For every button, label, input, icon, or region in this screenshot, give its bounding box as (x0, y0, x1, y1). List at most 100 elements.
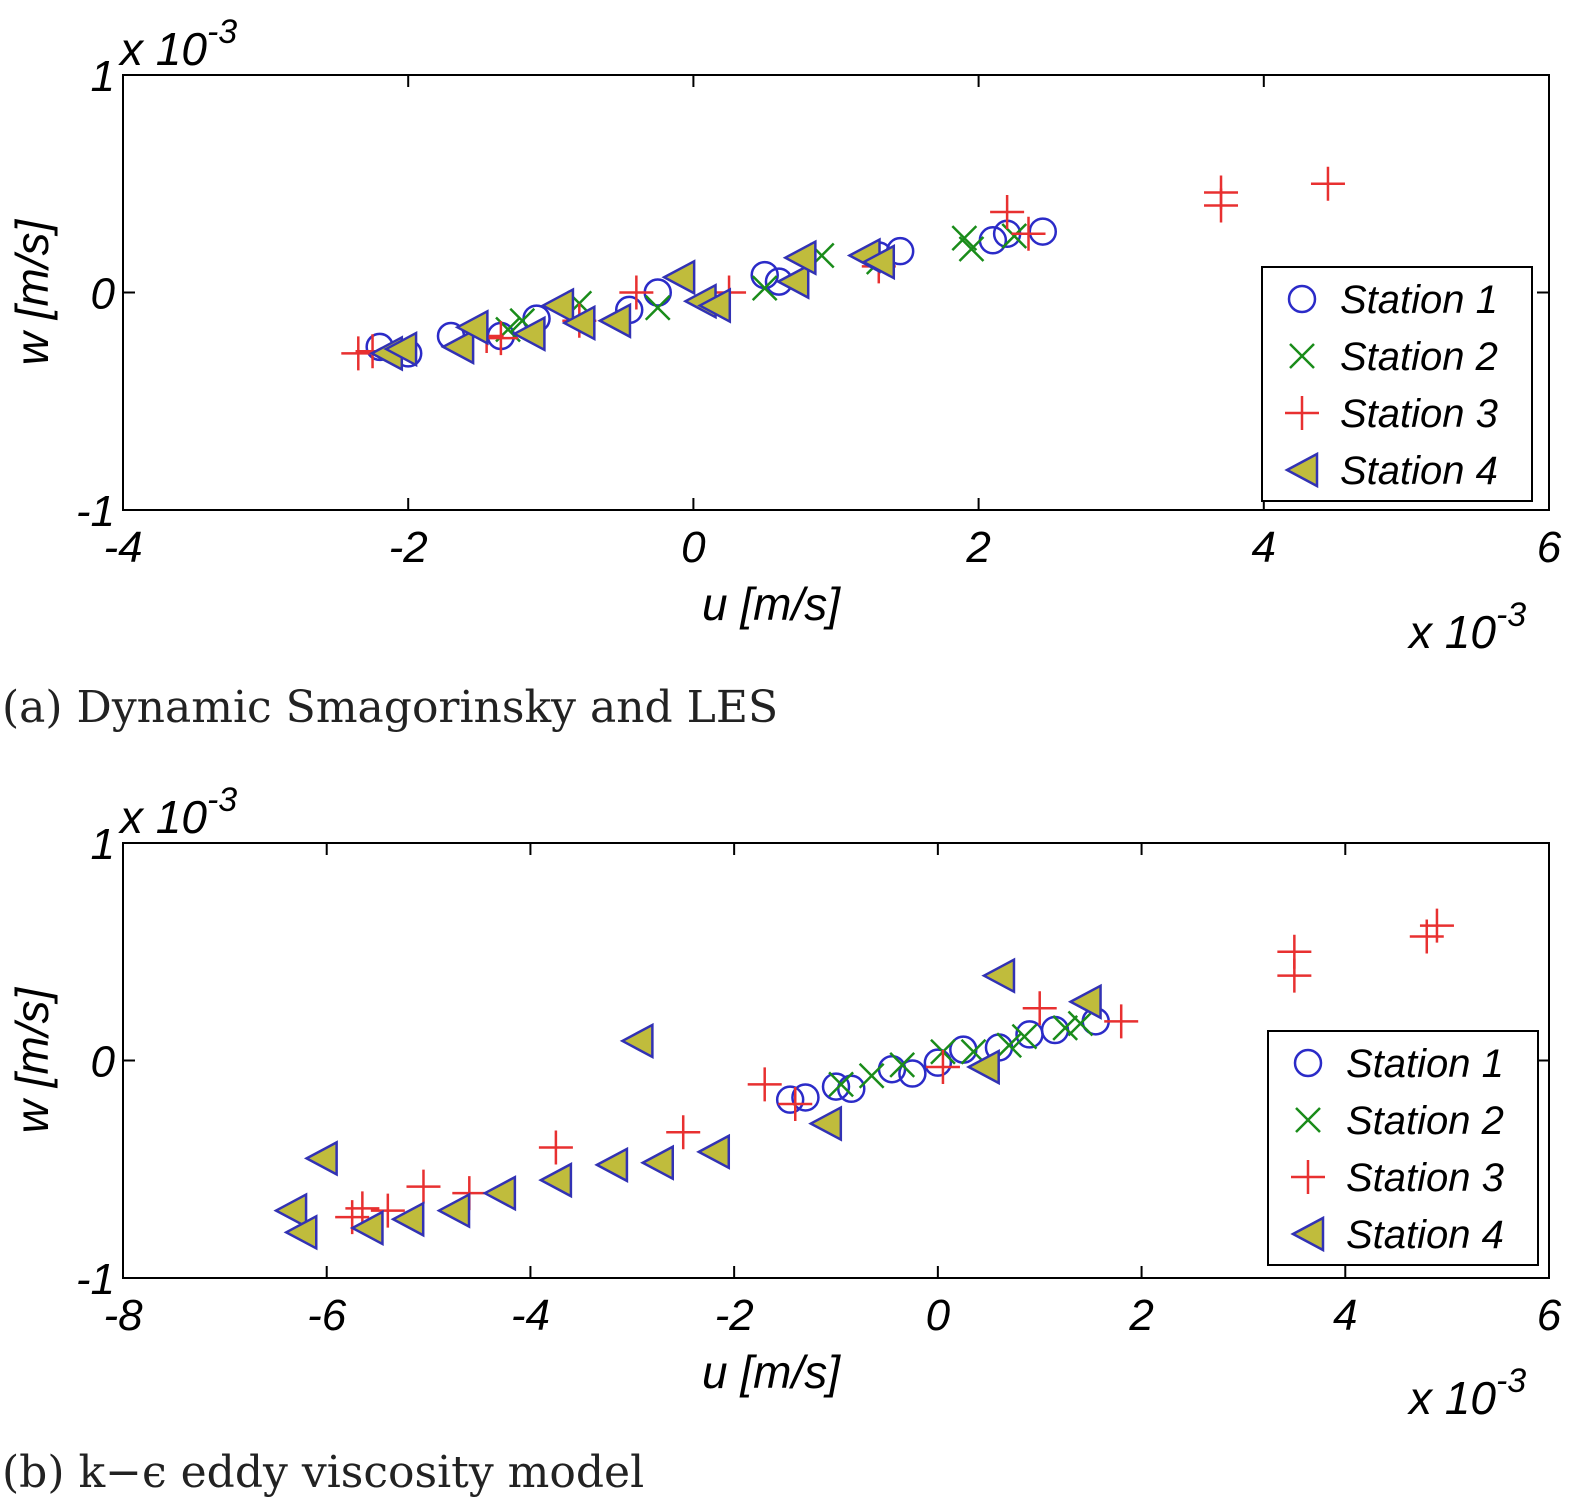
data-point (1277, 958, 1312, 993)
y-multiplier: x 10-3 (118, 13, 237, 75)
x-tick-label: 4 (1333, 1291, 1357, 1340)
x-tick-label: 6 (1537, 1291, 1562, 1340)
data-point (1011, 1023, 1038, 1050)
x-multiplier: x 10-3 (1407, 596, 1526, 658)
data-point (390, 1201, 425, 1238)
data-point (345, 1191, 380, 1226)
data-point (1028, 217, 1058, 246)
data-point (406, 1169, 441, 1204)
data-point (1052, 1014, 1079, 1041)
x-tick-label: 0 (681, 523, 706, 572)
y-tick-label: 1 (91, 820, 115, 869)
caption: (a) Dynamic Smagorinsky and LES (2, 682, 778, 733)
data-point (791, 1083, 820, 1112)
data-point (561, 304, 596, 342)
x-tick-label: 4 (1252, 523, 1276, 572)
series-station-4 (369, 237, 896, 372)
y-axis-label: w [m/s] (6, 986, 58, 1133)
data-point (990, 195, 1025, 230)
data-point (808, 1105, 843, 1142)
data-point (1022, 991, 1057, 1026)
data-point (898, 1059, 927, 1088)
x-tick-label: -8 (103, 1291, 143, 1340)
legend-marker (1285, 396, 1319, 430)
x-tick-label: -6 (307, 1291, 347, 1340)
data-point (283, 1214, 318, 1251)
y-tick-label: 0 (91, 270, 116, 319)
x-tick-label: -2 (389, 523, 428, 572)
legend-label: Station 3 (1340, 392, 1498, 436)
data-point (661, 259, 696, 296)
data-point (775, 263, 810, 300)
data-point (1310, 166, 1345, 201)
data-point (747, 1067, 782, 1102)
legend-marker (1287, 284, 1317, 314)
y-axis-label: w [m/s] (6, 218, 58, 365)
data-point (828, 1071, 854, 1098)
y-multiplier: x 10-3 (118, 781, 237, 843)
y-tick-label: -1 (76, 1255, 115, 1304)
data-point (273, 1192, 308, 1229)
data-point (370, 1193, 405, 1228)
x-tick-label: 0 (926, 1291, 951, 1340)
data-point (436, 1192, 471, 1229)
data-point (966, 1048, 1000, 1086)
data-point (454, 309, 489, 346)
data-point (697, 287, 732, 324)
data-point (640, 1144, 674, 1181)
legend-label: Station 3 (1346, 1156, 1504, 1200)
data-point (951, 225, 978, 252)
x-axis-label: u [m/s] (702, 1346, 841, 1398)
x-tick-label: 6 (1537, 523, 1562, 572)
series-station-4 (273, 957, 1102, 1251)
data-point (540, 287, 575, 324)
legend-label: Station 4 (1346, 1213, 1504, 1257)
data-point (483, 321, 518, 356)
x-multiplier: x 10-3 (1407, 1362, 1526, 1424)
data-point (619, 275, 654, 310)
data-point (923, 1048, 953, 1077)
data-point (1419, 908, 1454, 943)
data-point (482, 1175, 517, 1212)
data-point (821, 1072, 851, 1101)
chart-1: -4 -2 0 2 4 6 -1 0 1 u [m/s] w [m/s] x 10-3 x 10-3 St… (2, 13, 1562, 733)
legend-marker (1293, 1048, 1323, 1078)
data-point (861, 243, 896, 281)
x-tick-label: 2 (1128, 1291, 1153, 1340)
legend-label: Station 1 (1340, 278, 1498, 322)
data-point (1204, 188, 1239, 223)
legend-marker (1284, 451, 1319, 489)
data-point (775, 1085, 805, 1114)
y-tick-label: 1 (91, 52, 115, 101)
legend-marker (1290, 1215, 1325, 1253)
data-point (778, 1087, 813, 1121)
legend-box (1261, 266, 1533, 502)
data-point (440, 328, 475, 365)
data-point (597, 302, 632, 339)
data-point (751, 275, 778, 302)
data-point (538, 1162, 573, 1199)
data-point (619, 1022, 654, 1060)
data-point (696, 1133, 731, 1170)
legend-marker (1291, 1160, 1325, 1194)
data-point (666, 1115, 701, 1150)
legend-marker (1289, 343, 1315, 369)
data-point (538, 1130, 573, 1165)
caption: (b) k−ϵ eddy viscosity model (2, 1447, 644, 1498)
data-point (925, 1050, 960, 1085)
data-point (889, 1051, 916, 1078)
legend-label: Station 2 (1346, 1099, 1504, 1143)
data-point (594, 1146, 629, 1183)
data-point (349, 1209, 384, 1247)
legend-marker (1295, 1107, 1321, 1133)
x-tick-label: -4 (103, 523, 142, 572)
chart-2: -8 -6 -4 -2 0 2 4 6 -1 0 1 u [m/s] w [m/s] x 10-3 x 10… (2, 781, 1562, 1498)
legend: Station 1 Station 2 Station 3 Station 4 (1267, 1030, 1539, 1266)
legend-label: Station 4 (1340, 449, 1498, 493)
data-point (303, 1140, 338, 1177)
x-tick-label: -4 (511, 1291, 550, 1340)
data-point (1011, 216, 1046, 251)
data-point (996, 1032, 1023, 1059)
data-point (644, 294, 671, 321)
